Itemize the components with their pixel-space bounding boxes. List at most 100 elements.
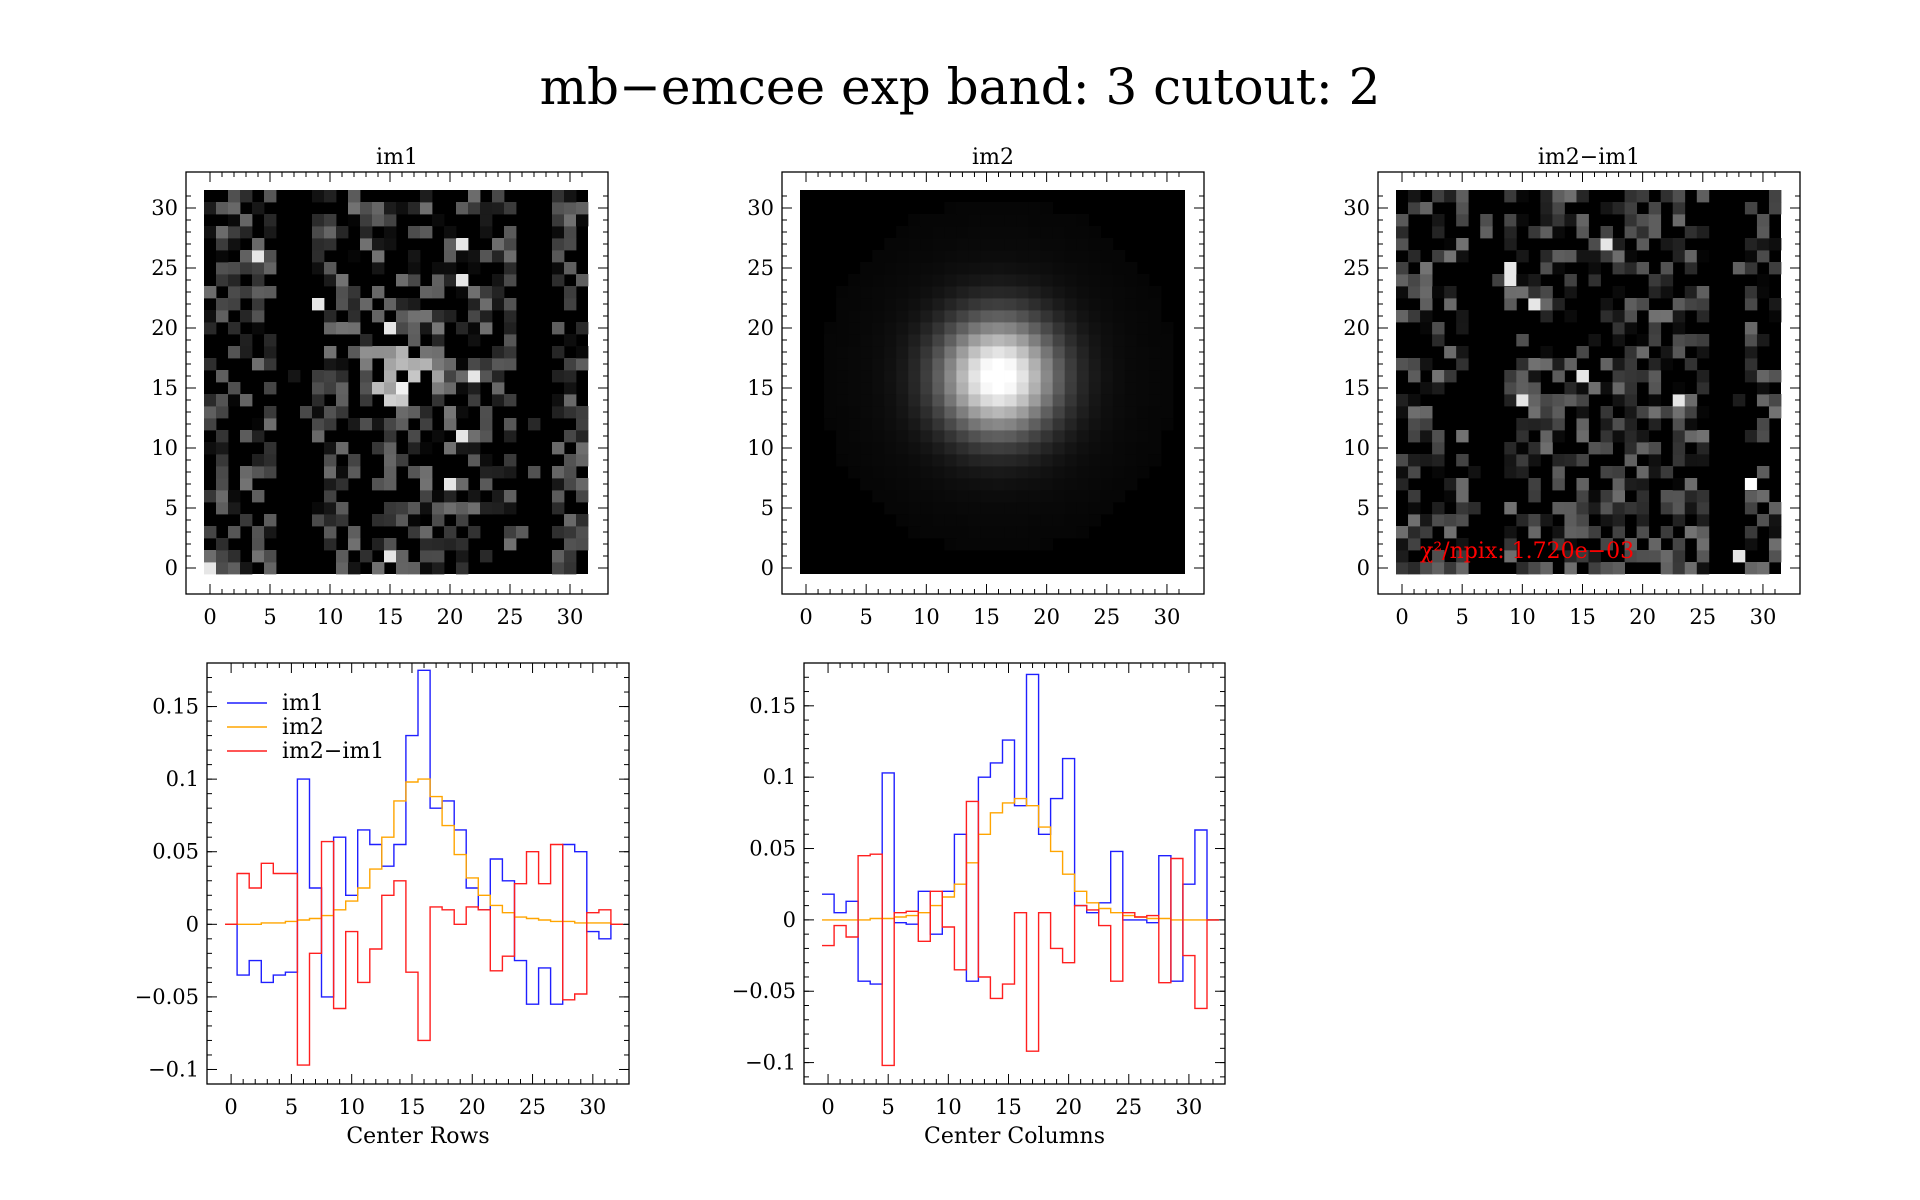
pixel [336, 478, 349, 491]
pixel [1052, 382, 1066, 395]
pixel [1396, 478, 1409, 491]
pixel [1064, 418, 1078, 431]
pixel [944, 526, 957, 539]
pixel [1040, 514, 1054, 527]
pixel [1088, 394, 1102, 407]
pixel [848, 286, 861, 299]
pixel [456, 562, 469, 575]
pixel [1004, 370, 1017, 383]
pixel [1504, 190, 1517, 203]
pixel [252, 286, 265, 299]
pixel [348, 298, 361, 311]
pixel [1160, 322, 1174, 335]
pixel [444, 478, 457, 491]
pixel [1064, 274, 1078, 287]
pixel [1624, 262, 1638, 275]
pixel [1136, 466, 1150, 479]
pixel [1444, 370, 1457, 383]
pixel [1076, 418, 1090, 431]
pixel [1148, 418, 1162, 431]
pixel [944, 226, 957, 239]
pixel [1564, 310, 1577, 323]
pixel [1612, 562, 1625, 575]
pixel [1636, 466, 1650, 479]
pixel [1576, 190, 1589, 203]
pixel [896, 322, 909, 335]
pixel [1672, 298, 1686, 311]
pixel [1040, 214, 1054, 227]
pixel [836, 346, 849, 359]
pixel [348, 310, 361, 323]
pixel [1540, 190, 1553, 203]
pixel [1456, 310, 1469, 323]
pixel [1648, 274, 1662, 287]
pixel [884, 430, 897, 443]
pixel [336, 286, 349, 299]
pixel [1696, 430, 1710, 443]
pixel [1112, 370, 1126, 383]
pixel [1672, 322, 1686, 335]
pixel [372, 286, 385, 299]
pixel [1564, 250, 1577, 263]
pixel [944, 430, 957, 443]
pixel [228, 214, 241, 227]
pixel [1672, 442, 1686, 455]
pixel [1696, 226, 1710, 239]
pixel [360, 358, 373, 371]
x-tick-label: 5 [859, 605, 872, 629]
pixel [1648, 358, 1662, 371]
pixel [576, 514, 589, 527]
pixel [504, 262, 517, 275]
pixel [1100, 502, 1114, 515]
x-tick-label: 5 [882, 1095, 895, 1119]
pixel [480, 286, 493, 299]
pixel [420, 406, 433, 419]
pixel [372, 418, 385, 431]
pixel [1016, 502, 1029, 515]
pixel [1052, 334, 1066, 347]
pixel [444, 238, 457, 251]
pixel [564, 562, 577, 575]
pixel [1504, 214, 1517, 227]
pixel [1636, 502, 1650, 515]
pixel [528, 418, 541, 431]
pixel [252, 418, 265, 431]
pixel [1408, 286, 1421, 299]
pixel [1100, 250, 1114, 263]
pixel [1088, 466, 1102, 479]
pixel [444, 442, 457, 455]
pixel [1456, 238, 1469, 251]
pixel [1100, 490, 1114, 503]
pixel [848, 406, 861, 419]
pixel [1028, 394, 1042, 407]
pixel [1076, 286, 1090, 299]
pixel [1504, 286, 1517, 299]
pixel [576, 346, 589, 359]
pixel [1064, 262, 1078, 275]
pixel [1540, 358, 1553, 371]
pixel [932, 238, 945, 251]
pixel [480, 454, 493, 467]
pixel [1444, 526, 1457, 539]
pixel [908, 382, 921, 395]
pixel [980, 310, 993, 323]
pixel [216, 262, 229, 275]
pixel [896, 466, 909, 479]
pixel [992, 322, 1005, 335]
x-tick-label: 15 [973, 605, 1000, 629]
y-tick-label: 5 [165, 496, 178, 520]
pixel [884, 346, 897, 359]
pixel [860, 358, 873, 371]
pixel [1064, 454, 1078, 467]
pixel [1456, 358, 1469, 371]
pixel [564, 370, 577, 383]
pixel [1052, 406, 1066, 419]
pixel [312, 394, 325, 407]
pixel [1028, 202, 1042, 215]
pixel [324, 502, 337, 515]
pixel [860, 394, 873, 407]
y-tick-label: 0.1 [166, 767, 199, 791]
pixel [408, 334, 421, 347]
pixel [956, 502, 969, 515]
pixel [444, 406, 457, 419]
